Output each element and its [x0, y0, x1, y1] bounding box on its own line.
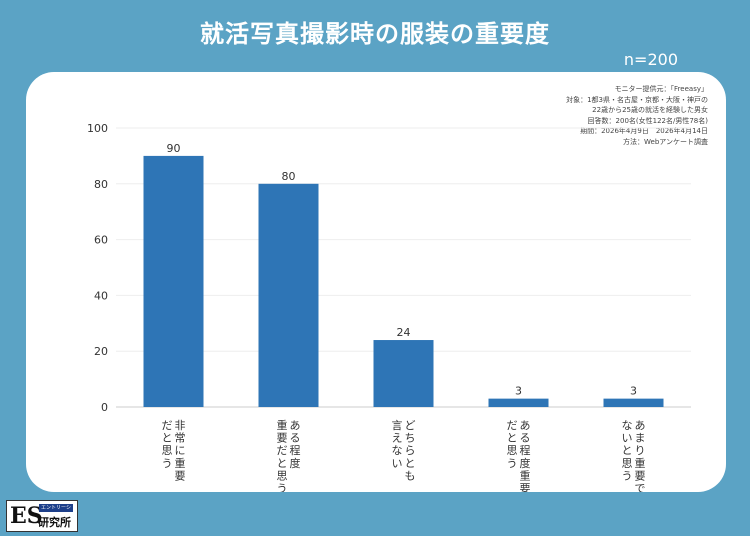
category-label-char: 思	[622, 457, 633, 470]
category-label-char: 程	[520, 444, 531, 457]
category-label-char: と	[507, 432, 518, 445]
category-label-char: 常	[175, 432, 186, 445]
logo-sub-text: エントリーシート	[39, 504, 73, 519]
category-label-char: だ	[277, 444, 288, 457]
bar	[258, 183, 319, 407]
category-label-char: あ	[290, 419, 301, 432]
y-tick-label: 60	[94, 234, 108, 247]
y-tick-label: 20	[94, 345, 108, 358]
es-lab-logo: ES エントリーシート 研究所	[6, 500, 78, 532]
category-label-char: い	[622, 432, 633, 445]
category-label-char: で	[635, 482, 646, 492]
data-label: 3	[630, 385, 637, 398]
category-label-char: も	[405, 469, 416, 482]
category-label-char: 要	[277, 432, 288, 445]
survey-meta: モニター提供元：「Freeasy」 対象：1都3県・名古屋・京都・大阪・神戸の …	[566, 84, 708, 147]
category-label-char: ら	[405, 444, 416, 457]
category-label-char: だ	[507, 419, 518, 432]
logo-es-text: ES	[10, 503, 43, 529]
category-label-char: 思	[277, 469, 288, 482]
bar-chart: 02040608010090非常に重要だと思う80ある程度重要だと思う24どちら…	[87, 122, 691, 492]
category-label-char: う	[507, 457, 518, 470]
category-label-char: あ	[635, 419, 646, 432]
category-label-char: あ	[520, 419, 531, 432]
meta-line: 22歳から25歳の就活を経験した男女	[592, 106, 708, 114]
category-label-char: 度	[290, 456, 301, 470]
data-label: 3	[515, 385, 522, 398]
y-tick-label: 0	[101, 401, 108, 414]
category-label-char: り	[635, 444, 646, 457]
data-label: 90	[167, 142, 181, 155]
sample-size-label: n=200	[623, 50, 678, 69]
meta-line: 方法：Webアンケート調査	[623, 137, 708, 146]
meta-line: 期間：2026年4月9日 2026年4月14日	[580, 127, 708, 135]
category-label-char: 度	[520, 456, 531, 470]
category-label-char: と	[162, 432, 173, 445]
category-label-char: 程	[290, 444, 301, 457]
category-label-char: だ	[162, 419, 173, 432]
bar	[488, 398, 549, 407]
category-label-char: 思	[162, 444, 173, 457]
category-label-char: 重	[520, 468, 531, 482]
meta-line: モニター提供元：「Freeasy」	[614, 85, 708, 93]
category-label-char: る	[290, 432, 301, 445]
category-label-char: な	[392, 444, 403, 457]
category-label-char: ち	[405, 432, 416, 445]
category-label-char: 言	[392, 419, 403, 432]
category-label-char: 重	[175, 456, 186, 470]
logo-lab-text: 研究所	[38, 516, 71, 529]
category-label-char: 要	[520, 482, 531, 492]
category-label-char: る	[520, 432, 531, 445]
category-label-char: 重	[277, 418, 288, 432]
bar	[143, 155, 204, 407]
category-label-char: う	[162, 457, 173, 470]
category-label-char: ま	[635, 432, 646, 445]
category-label-char: と	[277, 457, 288, 470]
y-tick-label: 40	[94, 289, 108, 302]
bar	[603, 398, 664, 407]
y-tick-label: 100	[87, 122, 108, 135]
data-label: 24	[397, 326, 411, 339]
category-label-char: 要	[175, 469, 186, 482]
y-tick-label: 80	[94, 178, 108, 191]
meta-line: 対象：1都3県・名古屋・京都・大阪・神戸の	[566, 95, 708, 104]
chart-title: 就活写真撮影時の服装の重要度	[200, 20, 550, 48]
category-label-char: ど	[405, 419, 416, 432]
category-label-char: 思	[507, 444, 518, 457]
category-label-char: な	[622, 419, 633, 432]
category-label-char: え	[392, 432, 403, 445]
category-label-char: と	[405, 457, 416, 470]
category-label-char: い	[392, 457, 403, 470]
data-label: 80	[282, 170, 296, 183]
chart-card: モニター提供元：「Freeasy」 対象：1都3県・名古屋・京都・大阪・神戸の …	[26, 72, 726, 492]
category-label-char: う	[622, 469, 633, 482]
category-label-char: 非	[175, 419, 186, 432]
meta-line: 回答数：200名(女性122名/男性78名)	[587, 116, 708, 125]
category-label-char: と	[622, 444, 633, 457]
category-label-char: 要	[635, 469, 646, 482]
category-label-char: 重	[635, 456, 646, 470]
category-label-char: に	[175, 444, 186, 457]
category-label-char: う	[277, 482, 288, 492]
bar	[373, 340, 434, 407]
